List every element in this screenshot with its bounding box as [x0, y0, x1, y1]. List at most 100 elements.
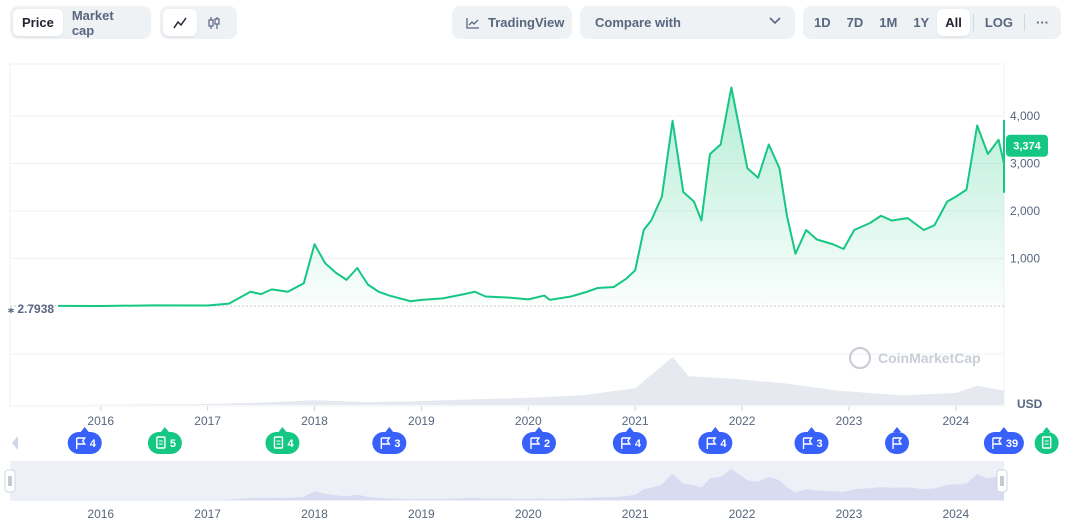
flag-icon	[530, 437, 541, 449]
volume-bars	[58, 357, 1004, 405]
event-news-marker[interactable]: 5	[147, 427, 182, 454]
watermark-text: CoinMarketCap	[878, 350, 981, 366]
event-flag-marker[interactable]	[885, 427, 910, 454]
time-range-toggle: 1D 7D 1M 1Y All LOG ···	[803, 6, 1061, 39]
navigator-year-label: 2024	[942, 507, 969, 521]
event-news-marker[interactable]	[1034, 427, 1059, 454]
event-count: 2	[544, 438, 550, 450]
range-all[interactable]: All	[937, 9, 970, 36]
range-1m[interactable]: 1M	[879, 15, 898, 30]
navigator-year-label: 2023	[836, 507, 863, 521]
navigator-year-label: 2016	[87, 507, 114, 521]
volume-area	[58, 357, 1004, 405]
range-1d[interactable]: 1D	[814, 15, 831, 30]
range-7d[interactable]: 7D	[846, 15, 864, 30]
event-pointer	[893, 427, 902, 432]
chart-toolbar: Price Market cap TradingView Compare wit…	[0, 6, 1066, 40]
x-tick-label: 2023	[836, 414, 863, 428]
event-news-marker[interactable]: 4	[265, 427, 300, 454]
flag-icon	[892, 437, 903, 449]
x-tick-label: 2022	[729, 414, 756, 428]
event-flag-marker[interactable]: 2	[521, 427, 556, 454]
event-flag-marker[interactable]: 3	[372, 427, 407, 454]
event-pointer	[534, 427, 543, 432]
event-flag-marker[interactable]: 39	[983, 427, 1024, 454]
event-flag-marker[interactable]: 4	[698, 427, 733, 454]
document-icon	[273, 436, 284, 449]
candlestick-chart-button[interactable]	[197, 9, 231, 36]
x-tick-label: 2024	[942, 414, 969, 428]
more-options-button[interactable]: ···	[1036, 15, 1050, 30]
candlestick-icon	[208, 16, 220, 29]
flag-icon	[706, 437, 717, 449]
document-icon	[1041, 436, 1052, 449]
event-pointer	[625, 427, 634, 432]
toolbar-divider	[1024, 14, 1026, 31]
event-pointer	[999, 427, 1008, 432]
y-tick-label: 3,000	[1010, 157, 1040, 171]
price-tab[interactable]: Price	[13, 9, 63, 36]
event-flag-marker[interactable]: 4	[67, 427, 102, 454]
toolbar-divider	[972, 14, 974, 31]
compare-with-dropdown[interactable]: Compare with	[580, 6, 795, 39]
x-tick-label: 2021	[622, 414, 649, 428]
y-tick-label: 4,000	[1010, 109, 1040, 123]
event-count: 4	[287, 438, 294, 450]
event-pointer	[711, 427, 720, 432]
chevron-down-icon	[769, 17, 781, 25]
line-chart-button[interactable]	[163, 9, 197, 36]
event-pill	[885, 432, 910, 454]
tradingview-label: TradingView	[488, 15, 565, 30]
event-pointer	[80, 427, 89, 432]
x-tick-label: 2017	[194, 414, 221, 428]
coinmarketcap-logo-icon	[848, 346, 872, 370]
navigator-year-label: 2020	[515, 507, 542, 521]
navigator-left-handle[interactable]	[4, 469, 16, 493]
flag-icon	[802, 437, 813, 449]
flag-icon	[621, 437, 632, 449]
event-count: 4	[90, 438, 97, 450]
navigator-year-label: 2022	[729, 507, 756, 521]
compare-with-label: Compare with	[595, 15, 681, 30]
event-markers: 4 5 4 3 2 4 4 3 39	[67, 427, 1059, 454]
navigator-year-label: 2018	[301, 507, 328, 521]
price-area-fill	[58, 87, 1004, 306]
document-icon	[156, 436, 166, 449]
navigator-mini-chart	[58, 468, 1004, 500]
event-flag-marker[interactable]: 4	[612, 427, 647, 454]
event-count: 5	[170, 438, 176, 450]
scroll-left-icon[interactable]	[12, 436, 18, 450]
currency-label: USD	[1017, 397, 1043, 411]
flag-icon	[380, 437, 391, 449]
axes: 1,000 2,000 3,000 4,000 2016 2016 2017 2017 2018…	[87, 109, 1040, 521]
navigator-right-handle[interactable]	[996, 469, 1008, 493]
event-pointer	[385, 427, 394, 432]
log-scale-button[interactable]: LOG	[984, 15, 1014, 30]
y-tick-label: 1,000	[1010, 252, 1040, 266]
x-tick-label: 2016	[87, 414, 114, 428]
event-count: 4	[635, 438, 642, 450]
chart-kind-toggle	[160, 6, 237, 39]
x-tick-label: 2020	[515, 414, 542, 428]
watermark-logo: CoinMarketCap	[848, 346, 981, 370]
flag-icon	[992, 437, 1003, 449]
marketcap-tab[interactable]: Market cap	[71, 7, 114, 38]
navigator-year-label: 2019	[408, 507, 435, 521]
x-tick-label: 2019	[408, 414, 435, 428]
current-price-badge	[1006, 134, 1048, 157]
event-pill	[1034, 432, 1059, 454]
chart-labels: ⁎ 2.7938 3,374 USD CoinMarketCap	[8, 134, 1048, 411]
event-pointer	[278, 427, 287, 432]
tradingview-button[interactable]: TradingView	[452, 6, 572, 39]
tradingview-icon	[466, 17, 479, 29]
event-flag-marker[interactable]: 3	[794, 427, 829, 454]
navigator-year-label: 2021	[622, 507, 649, 521]
range-navigator	[4, 436, 1008, 501]
y-tick-label: 2,000	[1010, 204, 1040, 218]
price-marketcap-toggle: Price Market cap	[10, 6, 151, 39]
price-area	[57, 86, 1005, 307]
event-count: 3	[817, 438, 823, 450]
range-1y[interactable]: 1Y	[913, 15, 930, 30]
event-pointer	[160, 427, 169, 432]
